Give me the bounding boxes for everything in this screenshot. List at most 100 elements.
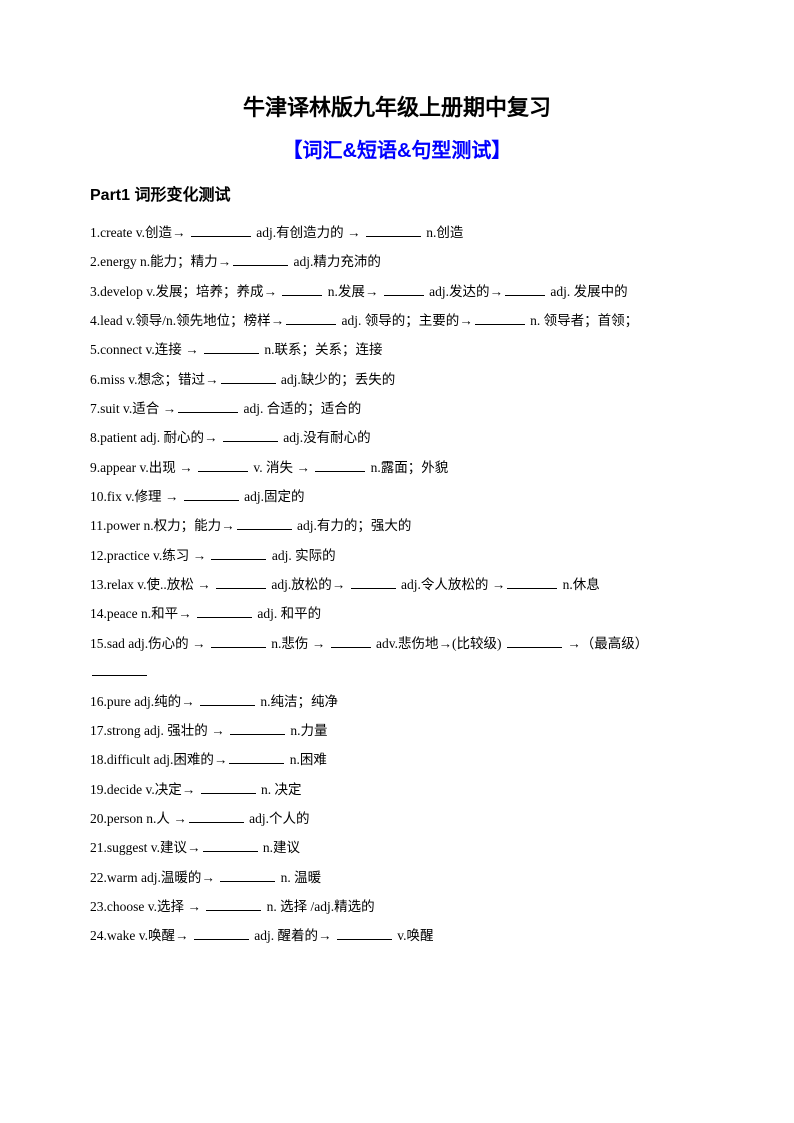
question-text-segment: adj. 领导的；主要的→ <box>338 313 473 328</box>
question-text-segment: adj.个人的 <box>246 811 310 826</box>
question-text-segment: adj.放松的→ <box>268 577 349 592</box>
question-item: 6.miss v.想念；错过→ adj.缺少的；丢失的 <box>90 366 704 394</box>
fill-blank[interactable] <box>189 809 244 823</box>
question-text-segment: 7.suit v.适合 → <box>90 401 176 416</box>
fill-blank[interactable] <box>92 662 147 676</box>
fill-blank[interactable] <box>184 487 239 501</box>
fill-blank[interactable] <box>221 370 276 384</box>
fill-blank[interactable] <box>351 575 396 589</box>
fill-blank[interactable] <box>366 223 421 237</box>
question-text-segment: adv.悲伤地→(比较级) <box>373 636 505 651</box>
fill-blank[interactable] <box>229 750 284 764</box>
question-item: 2.energy n.能力；精力→ adj.精力充沛的 <box>90 248 704 276</box>
question-item: 13.relax v.使..放松 → adj.放松的→ adj.令人放松的 → … <box>90 571 704 599</box>
question-text-segment: v.唤醒 <box>394 928 434 943</box>
fill-blank[interactable] <box>203 838 258 852</box>
document-subtitle: 【词汇&短语&句型测试】 <box>90 134 704 163</box>
question-text-segment: adj. 合适的；适合的 <box>240 401 361 416</box>
question-text-segment: →（最高级） <box>564 636 648 651</box>
fill-blank[interactable] <box>230 721 285 735</box>
question-item: 16.pure adj.纯的→ n.纯洁；纯净 <box>90 688 704 716</box>
question-item: 3.develop v.发展；培养；养成→ n.发展→ adj.发达的→ adj… <box>90 278 704 306</box>
question-text-segment: 5.connect v.连接 → <box>90 342 202 357</box>
question-text-segment: 4.lead v.领导/n.领先地位；榜样→ <box>90 313 284 328</box>
question-text-segment: 9.appear v.出现 → <box>90 460 196 475</box>
fill-blank[interactable] <box>211 546 266 560</box>
question-item: 14.peace n.和平→ adj. 和平的 <box>90 600 704 628</box>
question-item: 10.fix v.修理 → adj.固定的 <box>90 483 704 511</box>
fill-blank[interactable] <box>191 223 251 237</box>
question-text-segment: 12.practice v.练习 → <box>90 548 209 563</box>
question-text-segment: adj. 和平的 <box>254 606 321 621</box>
question-text-segment: n.建议 <box>260 840 301 855</box>
fill-blank[interactable] <box>315 458 365 472</box>
question-text-segment: n. 领导者；首领； <box>527 313 638 328</box>
question-text-segment: 23.choose v.选择 → <box>90 899 204 914</box>
fill-blank[interactable] <box>507 575 557 589</box>
fill-blank[interactable] <box>178 399 238 413</box>
question-text-segment: 15.sad adj.伤心的 → <box>90 636 209 651</box>
question-text-segment: 2.energy n.能力；精力→ <box>90 254 231 269</box>
question-text-segment: 21.suggest v.建议→ <box>90 840 201 855</box>
fill-blank[interactable] <box>507 634 562 648</box>
fill-blank[interactable] <box>286 311 336 325</box>
question-item: 17.strong adj. 强壮的 → n.力量 <box>90 717 704 745</box>
question-item: 9.appear v.出现 → v. 消失 → n.露面；外貌 <box>90 454 704 482</box>
question-text-segment: 14.peace n.和平→ <box>90 606 195 621</box>
fill-blank[interactable] <box>201 780 256 794</box>
fill-blank[interactable] <box>206 897 261 911</box>
question-text-segment: adj.有力的；强大的 <box>294 518 412 533</box>
fill-blank[interactable] <box>331 634 371 648</box>
fill-blank[interactable] <box>384 282 424 296</box>
question-text-segment: 6.miss v.想念；错过→ <box>90 372 219 387</box>
question-text-segment: adj. 实际的 <box>268 548 335 563</box>
fill-blank[interactable] <box>198 458 248 472</box>
fill-blank[interactable] <box>337 926 392 940</box>
question-text-segment: adj.没有耐心的 <box>280 430 371 445</box>
fill-blank[interactable] <box>223 428 278 442</box>
question-item: 7.suit v.适合 → adj. 合适的；适合的 <box>90 395 704 423</box>
fill-blank[interactable] <box>220 868 275 882</box>
fill-blank[interactable] <box>216 575 266 589</box>
fill-blank[interactable] <box>197 604 252 618</box>
question-text-segment: n.创造 <box>423 225 464 240</box>
question-text-segment: adj. 发展中的 <box>547 284 628 299</box>
question-text-segment: adj.有创造力的 → <box>253 225 364 240</box>
question-text-segment: v. 消失 → <box>250 460 313 475</box>
question-item: 11.power n.权力；能力→ adj.有力的；强大的 <box>90 512 704 540</box>
question-item: 12.practice v.练习 → adj. 实际的 <box>90 542 704 570</box>
question-text-segment: n. 温暖 <box>277 870 321 885</box>
question-text-segment: n.休息 <box>559 577 600 592</box>
question-item: 21.suggest v.建议→ n.建议 <box>90 834 704 862</box>
question-item: 5.connect v.连接 → n.联系；关系；连接 <box>90 336 704 364</box>
fill-blank[interactable] <box>200 692 255 706</box>
fill-blank[interactable] <box>211 634 266 648</box>
question-text-segment: 16.pure adj.纯的→ <box>90 694 198 709</box>
fill-blank[interactable] <box>194 926 249 940</box>
question-text-segment: 11.power n.权力；能力→ <box>90 518 235 533</box>
question-text-segment: 10.fix v.修理 → <box>90 489 182 504</box>
question-text-segment: 8.patient adj. 耐心的→ <box>90 430 221 445</box>
question-text-segment: 19.decide v.决定→ <box>90 782 199 797</box>
fill-blank[interactable] <box>237 516 292 530</box>
question-text-segment: n. 决定 <box>258 782 302 797</box>
fill-blank[interactable] <box>475 311 525 325</box>
question-text-segment: n.露面；外貌 <box>367 460 448 475</box>
question-text-segment: 22.warm adj.温暖的→ <box>90 870 218 885</box>
fill-blank[interactable] <box>505 282 545 296</box>
question-text-segment: 18.difficult adj.困难的→ <box>90 752 227 767</box>
question-text-segment: n. 选择 /adj.精选的 <box>263 899 374 914</box>
fill-blank[interactable] <box>204 340 259 354</box>
question-item: 15.sad adj.伤心的 → n.悲伤 → adv.悲伤地→(比较级) →（… <box>90 630 704 687</box>
question-text-segment: n.困难 <box>286 752 327 767</box>
question-text-segment: adj.发达的→ <box>426 284 503 299</box>
question-text-segment: 24.wake v.唤醒→ <box>90 928 192 943</box>
question-item: 22.warm adj.温暖的→ n. 温暖 <box>90 864 704 892</box>
fill-blank[interactable] <box>282 282 322 296</box>
question-item: 23.choose v.选择 → n. 选择 /adj.精选的 <box>90 893 704 921</box>
question-text-segment: 3.develop v.发展；培养；养成→ <box>90 284 280 299</box>
question-text-segment: 20.person n.人 → <box>90 811 187 826</box>
fill-blank[interactable] <box>233 252 288 266</box>
question-item: 1.create v.创造→ adj.有创造力的 → n.创造 <box>90 219 704 247</box>
question-text-segment: n.联系；关系；连接 <box>261 342 383 357</box>
